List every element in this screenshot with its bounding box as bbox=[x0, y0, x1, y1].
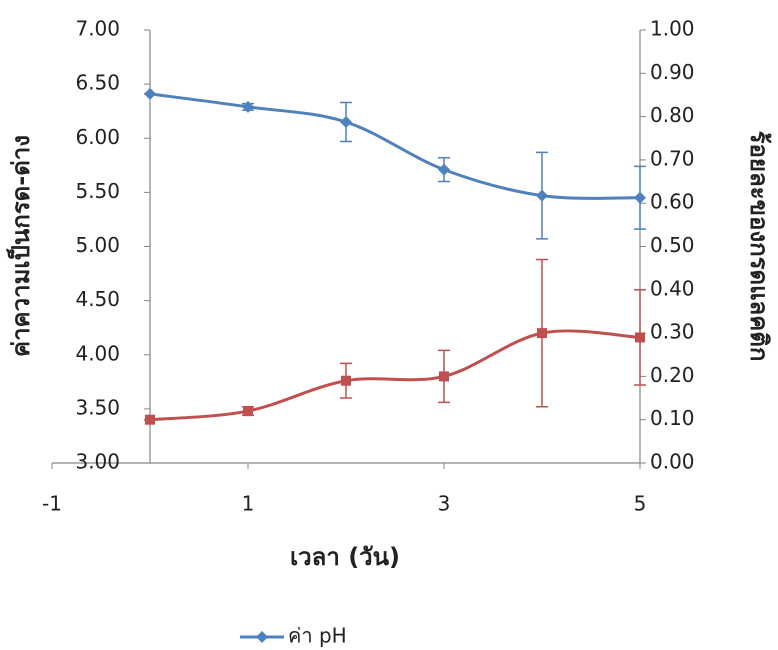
x-axis-title: เวลา (วัน) bbox=[290, 543, 400, 571]
y-tick-label: 3.00 bbox=[75, 450, 120, 474]
y2-tick-label: 0.20 bbox=[650, 363, 695, 387]
x-tick-label: 3 bbox=[438, 492, 451, 516]
y2-tick-label: 0.40 bbox=[650, 276, 695, 300]
legend-label: ค่า pH bbox=[288, 624, 347, 648]
marker bbox=[537, 328, 547, 339]
marker bbox=[145, 414, 155, 425]
y2-tick-label: 0.00 bbox=[650, 450, 695, 474]
y2-tick-label: 0.90 bbox=[650, 60, 695, 84]
legend-marker bbox=[256, 631, 268, 643]
marker bbox=[635, 332, 645, 343]
y2-tick-label: 0.70 bbox=[650, 146, 695, 170]
y-tick-label: 4.00 bbox=[75, 341, 120, 365]
y-axis-title: ค่าความเป็นกรด-ด่าง bbox=[6, 135, 35, 357]
y2-tick-label: 0.10 bbox=[650, 406, 695, 430]
y2-tick-label: 0.60 bbox=[650, 190, 695, 214]
y-tick-label: 5.00 bbox=[75, 233, 120, 257]
marker bbox=[340, 116, 352, 129]
marker bbox=[243, 406, 253, 417]
marker bbox=[341, 375, 351, 386]
series-line bbox=[149, 92, 641, 200]
y2-axis-title: ร้อยละของกรดแลคติก bbox=[745, 131, 773, 362]
y-tick-label: 5.50 bbox=[75, 179, 120, 203]
y2-tick-label: 0.50 bbox=[650, 233, 695, 257]
marker bbox=[144, 87, 156, 100]
marker bbox=[242, 100, 254, 113]
y2-tick-label: 1.00 bbox=[650, 17, 695, 41]
y2-tick-label: 0.30 bbox=[650, 320, 695, 344]
x-tick-label: 1 bbox=[242, 492, 255, 516]
y-tick-label: 6.00 bbox=[75, 125, 120, 149]
y2-tick-label: 0.80 bbox=[650, 103, 695, 127]
series-line bbox=[149, 329, 641, 422]
y-tick-label: 4.50 bbox=[75, 287, 120, 311]
x-tick-label: 5 bbox=[634, 492, 647, 516]
y-tick-label: 6.50 bbox=[75, 71, 120, 95]
marker bbox=[536, 189, 548, 202]
marker bbox=[438, 163, 450, 176]
marker bbox=[634, 191, 646, 204]
marker bbox=[439, 371, 449, 382]
y-tick-label: 7.00 bbox=[75, 17, 120, 41]
y-tick-label: 3.50 bbox=[75, 395, 120, 419]
x-tick-label: -1 bbox=[42, 492, 62, 516]
